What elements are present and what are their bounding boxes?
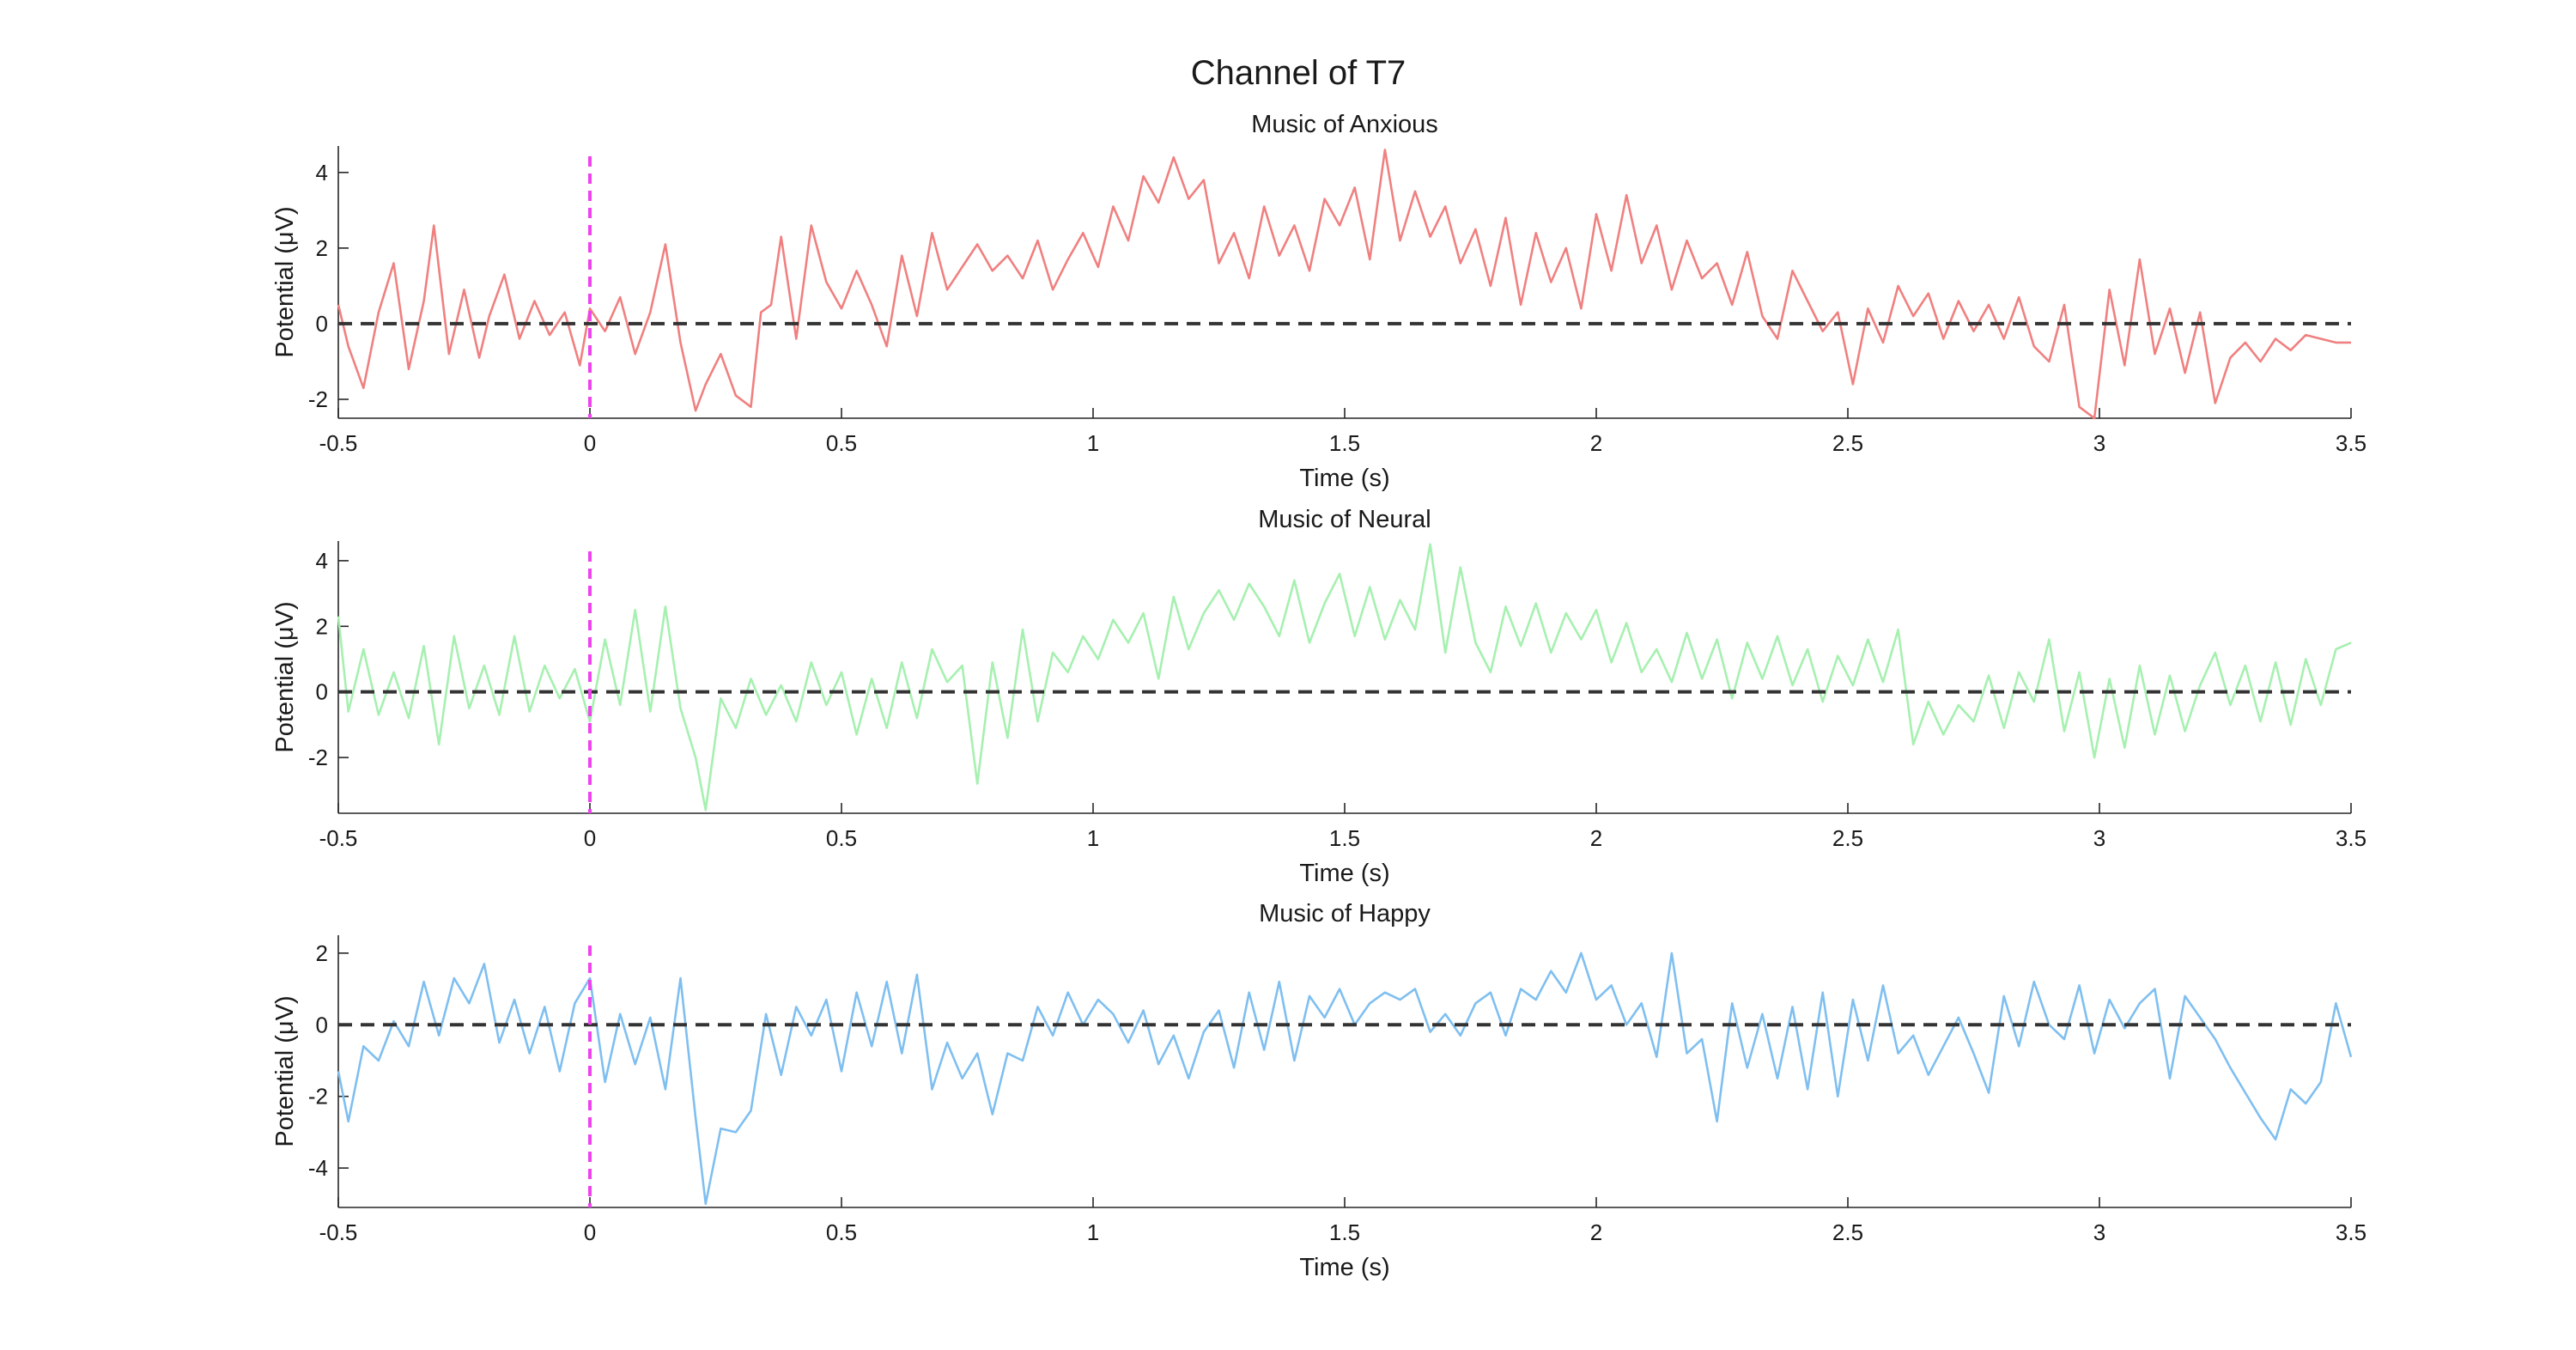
x-tick-label: 1.5 — [1329, 1219, 1360, 1245]
x-tick-label: 1.5 — [1329, 825, 1360, 851]
x-tick-label: 1.5 — [1329, 430, 1360, 456]
x-tick-label: 3 — [2093, 1219, 2105, 1245]
x-tick-label: 0.5 — [826, 1219, 857, 1245]
x-tick-label: 2.5 — [1832, 825, 1863, 851]
x-tick-label: 1 — [1087, 430, 1099, 456]
x-tick-label: 0 — [584, 825, 596, 851]
y-tick-label: -4 — [308, 1155, 328, 1181]
figure-title: Channel of T7 — [1191, 54, 1406, 92]
x-tick-label: 1 — [1087, 1219, 1099, 1245]
y-tick-label: 0 — [316, 1012, 328, 1037]
x-tick-label: 2.5 — [1832, 1219, 1863, 1245]
y-tick-label: -2 — [308, 386, 328, 412]
y-tick-label: 0 — [316, 679, 328, 705]
x-tick-label: 3.5 — [2336, 825, 2366, 851]
x-tick-label: -0.5 — [319, 825, 358, 851]
x-axis-label: Time (s) — [1299, 465, 1389, 492]
x-tick-label: 3 — [2093, 825, 2105, 851]
subplot-title-neural: Music of Neural — [1258, 506, 1431, 533]
x-tick-label: 2.5 — [1832, 430, 1863, 456]
x-tick-label: 2 — [1590, 825, 1602, 851]
x-tick-label: 2 — [1590, 1219, 1602, 1245]
y-tick-label: 2 — [316, 613, 328, 639]
chart-panel-anxious: -0.5 0 0.5 1 1.5 2 2.5 3 3.5 -2 0 2 4 Music of Anxiou… — [271, 111, 2366, 492]
chart-panel-happy: -0.5 0 0.5 1 1.5 2 2.5 3 3.5 -4 -2 0 2 Music of Happy… — [271, 900, 2366, 1281]
y-tick-label: 2 — [316, 235, 328, 261]
y-tick-label: 4 — [316, 548, 328, 574]
y-axis-label: Potential (μV) — [271, 995, 299, 1146]
x-tick-label: 0 — [584, 1219, 596, 1245]
x-tick-label: 3 — [2093, 430, 2105, 456]
x-axis-label: Time (s) — [1299, 1254, 1389, 1281]
y-tick-label: -2 — [308, 1084, 328, 1110]
y-axis-label: Potential (μV) — [271, 206, 299, 357]
x-axis-label: Time (s) — [1299, 860, 1389, 887]
series-line-happy — [337, 952, 2353, 1206]
x-tick-label: 0.5 — [826, 825, 857, 851]
x-tick-label: 3.5 — [2336, 1219, 2366, 1245]
subplot-title-happy: Music of Happy — [1259, 900, 1431, 927]
x-tick-label: 0.5 — [826, 430, 857, 456]
y-tick-label: 2 — [316, 940, 328, 966]
x-tick-label: 0 — [584, 430, 596, 456]
x-tick-label: 2 — [1590, 430, 1602, 456]
y-axis-label: Potential (μV) — [271, 601, 299, 752]
x-tick-label: -0.5 — [319, 1219, 358, 1245]
x-tick-label: 3.5 — [2336, 430, 2366, 456]
x-tick-label: 1 — [1087, 825, 1099, 851]
x-tick-label: -0.5 — [319, 430, 358, 456]
series-line-anxious — [337, 149, 2351, 420]
chart-panel-neural: -0.5 0 0.5 1 1.5 2 2.5 3 3.5 -2 0 2 4 Music of Neural… — [271, 506, 2366, 887]
y-tick-label: -2 — [308, 745, 328, 770]
series-line-neural — [337, 543, 2352, 812]
subplot-title-anxious: Music of Anxious — [1251, 111, 1438, 138]
y-tick-label: 4 — [316, 160, 328, 185]
y-tick-label: 0 — [316, 311, 328, 337]
